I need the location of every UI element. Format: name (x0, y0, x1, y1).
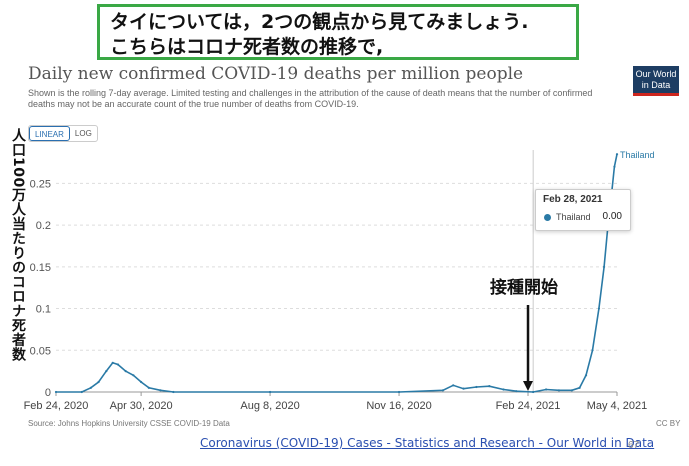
data-point (105, 370, 108, 373)
our-world-in-data-logo[interactable]: Our World in Data (633, 66, 679, 96)
callout-line-2: こちらはコロナ死者数の推移で, (110, 36, 384, 58)
data-point (172, 390, 175, 394)
x-tick-label: Feb 24, 2021 (496, 400, 561, 412)
data-point (615, 153, 619, 156)
scale-toggle: LINEAR LOG (28, 125, 98, 142)
data-point (591, 349, 594, 352)
data-point (140, 380, 143, 384)
data-point (132, 374, 135, 377)
x-axis-ticks: Feb 24, 2020 Apr 30, 2020 Aug 8, 2020 Nov 1… (24, 391, 648, 412)
x-tick-label: Apr 30, 2020 (110, 400, 173, 412)
data-point (116, 363, 120, 366)
vaccination-arrow-head (523, 381, 534, 391)
chart-tooltip: Feb 28, 2021 Thailand 0.00 (535, 189, 631, 231)
y-tick-label: 0 (45, 387, 51, 399)
data-point (532, 390, 535, 394)
log-scale-button[interactable]: LOG (74, 129, 92, 138)
license-label[interactable]: CC BY (656, 419, 681, 428)
data-point (97, 380, 100, 384)
data-point (268, 390, 272, 394)
x-tick-label: Aug 8, 2020 (240, 400, 299, 412)
data-point (515, 390, 518, 393)
linear-scale-button[interactable]: LINEAR (29, 126, 70, 141)
callout-line-1: タイについては，2つの観点から見てみましょう. (110, 11, 529, 33)
y-tick-label: 0.25 (30, 178, 51, 190)
data-point (124, 370, 127, 373)
y-tick-label: 0.05 (30, 345, 51, 357)
data-point (570, 389, 573, 392)
data-point (544, 388, 548, 391)
y-tick-label: 0.15 (30, 262, 51, 274)
data-point (613, 165, 616, 168)
y-tick-label: 0.1 (36, 304, 51, 316)
logo-line-2: in Data (641, 80, 671, 90)
page-number: 67 (628, 440, 640, 451)
data-point (584, 374, 588, 377)
data-point (111, 361, 114, 364)
tooltip-series-name: Thailand (556, 212, 591, 222)
series-points (54, 153, 619, 394)
y-axis-annotation: 人口100万人当たりのコロナ死者数 (10, 128, 26, 362)
logo-line-1: Our World (635, 69, 677, 79)
x-tick-label: Nov 16, 2020 (366, 400, 431, 412)
data-point (557, 389, 561, 392)
data-point (441, 389, 444, 392)
owid-page-link[interactable]: Coronavirus (COVID-19) Cases - Statistic… (200, 436, 655, 450)
data-point (397, 390, 401, 394)
x-tick-label: May 4, 2021 (587, 400, 648, 412)
y-tick-label: 0.2 (36, 220, 51, 232)
data-point (452, 384, 455, 387)
data-point (159, 389, 162, 392)
data-point (54, 390, 58, 394)
data-point (462, 387, 465, 390)
data-point (80, 390, 83, 394)
series-label-thailand: Thailand (620, 150, 655, 160)
data-point (578, 386, 581, 389)
chart-subtitle: Shown is the rolling 7-day average. Limi… (28, 88, 593, 109)
data-point (488, 385, 491, 388)
data-point (147, 386, 150, 389)
x-tick-label: Feb 24, 2020 (24, 400, 89, 412)
data-point (502, 388, 505, 391)
data-point (89, 386, 92, 389)
data-point (603, 265, 606, 268)
data-source: Source: Johns Hopkins University CSSE CO… (28, 419, 230, 428)
vaccination-start-annotation: 接種開始 (490, 278, 558, 298)
tooltip-date: Feb 28, 2021 (543, 194, 603, 205)
tooltip-value: 0.00 (602, 211, 622, 222)
data-point (475, 385, 478, 389)
explanation-callout: タイについては，2つの観点から見てみましょう. こちらはコロナ死者数の推移で, (97, 4, 579, 60)
tooltip-series-dot (544, 214, 551, 221)
chart-title: Daily new confirmed COVID-19 deaths per … (28, 64, 524, 84)
data-point (597, 307, 601, 310)
y-axis-ticks: 0 0.05 0.1 0.15 0.2 0.25 (30, 178, 51, 399)
